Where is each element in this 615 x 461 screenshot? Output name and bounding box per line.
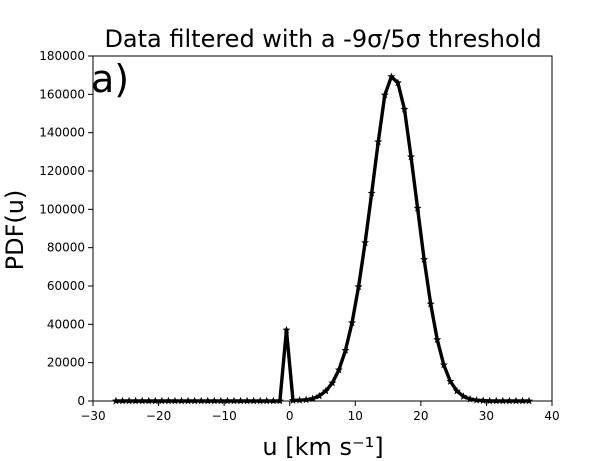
data-point-marker xyxy=(426,299,435,308)
data-point-marker xyxy=(433,335,442,344)
x-tick-label: 30 xyxy=(479,409,494,423)
series-line xyxy=(115,75,530,403)
panel-label: a) xyxy=(91,57,129,101)
data-point-marker xyxy=(413,203,422,212)
x-axis: −30 −20 −10 0 10 20 30 40 xyxy=(80,401,560,423)
series-markers xyxy=(111,72,534,405)
y-tick-label: 60000 xyxy=(47,279,85,293)
y-tick-label: 80000 xyxy=(47,241,85,255)
data-point-marker xyxy=(452,386,461,395)
x-tick-label: 20 xyxy=(413,409,428,423)
data-point-marker xyxy=(334,365,343,374)
x-tick-label: 0 xyxy=(286,409,294,423)
data-point-marker xyxy=(302,395,311,404)
x-axis-label: u [km s⁻¹] xyxy=(262,433,383,461)
data-point-marker xyxy=(341,346,350,354)
y-tick-label: 40000 xyxy=(47,317,85,331)
data-point-marker xyxy=(420,255,429,263)
y-axis-label: PDF(u) xyxy=(1,190,29,271)
data-point-marker xyxy=(328,378,337,387)
data-point-marker xyxy=(393,78,402,87)
data-point-marker xyxy=(289,396,297,404)
data-point-marker xyxy=(466,394,475,403)
plot-area xyxy=(92,55,553,405)
y-tick-label: 20000 xyxy=(47,356,85,370)
data-point-marker xyxy=(446,377,455,385)
data-point-marker xyxy=(282,325,291,334)
plot-frame xyxy=(92,55,553,402)
data-point-marker xyxy=(367,189,376,197)
x-tick-label: 40 xyxy=(544,409,559,423)
data-point-marker xyxy=(308,394,317,403)
x-tick-label: 10 xyxy=(348,409,363,423)
data-point-marker xyxy=(348,318,356,327)
y-tick-label: 100000 xyxy=(39,202,85,216)
data-point-marker xyxy=(459,392,468,400)
data-point-marker xyxy=(361,238,370,247)
data-point-marker xyxy=(479,396,488,405)
x-tick-label: −20 xyxy=(146,409,171,423)
data-point-marker xyxy=(321,386,330,395)
data-point-marker xyxy=(380,90,389,99)
data-point-marker xyxy=(407,152,416,161)
data-point-marker xyxy=(315,391,324,400)
y-tick-label: 120000 xyxy=(39,164,85,178)
x-tick-label: −30 xyxy=(80,409,105,423)
data-point-marker xyxy=(472,396,481,404)
y-tick-label: 180000 xyxy=(39,49,85,63)
y-axis: 0 20000 40000 60000 80000 100000 120000 140000 1… xyxy=(39,49,93,408)
y-tick-label: 140000 xyxy=(39,126,85,140)
y-tick-label: 0 xyxy=(77,394,85,408)
x-tick-label: −10 xyxy=(211,409,236,423)
data-point-marker xyxy=(374,137,383,146)
data-point-marker xyxy=(354,282,363,291)
y-tick-label: 160000 xyxy=(39,87,85,101)
data-point-marker xyxy=(439,360,448,369)
data-point-marker xyxy=(295,396,304,404)
data-point-marker xyxy=(400,105,409,113)
chart-title: Data filtered with a -9σ/5σ threshold xyxy=(104,25,541,53)
data-point-marker xyxy=(387,72,396,81)
